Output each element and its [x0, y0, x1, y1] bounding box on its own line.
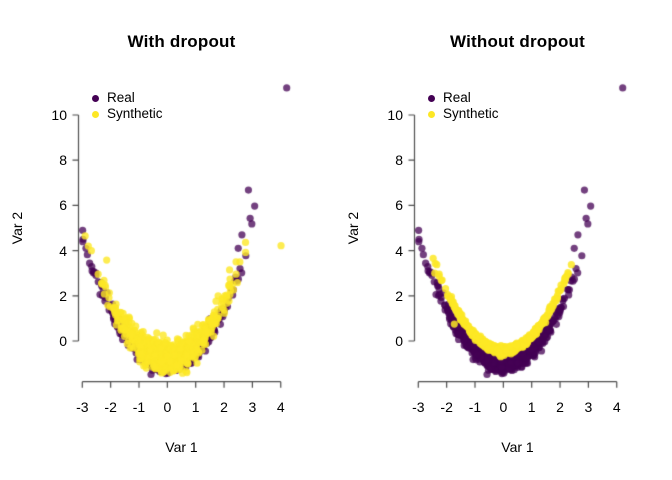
x-tick-label: -3 — [412, 399, 425, 415]
x-tick-label: -1 — [468, 399, 482, 415]
legend-item-real: Real — [428, 90, 499, 106]
x-axis-label: Var 1 — [501, 439, 534, 455]
x-tick-label: -2 — [440, 399, 453, 415]
panel-title: Without dropout — [449, 32, 585, 51]
legend-label-synthetic: Synthetic — [107, 106, 163, 121]
legend-label-real: Real — [443, 90, 471, 105]
y-tick-label: 10 — [387, 107, 403, 123]
x-tick-label: 1 — [191, 399, 200, 415]
legend-item-synthetic: Synthetic — [92, 106, 163, 122]
x-tick-label: -1 — [132, 399, 146, 415]
legend-item-synthetic: Synthetic — [428, 106, 499, 122]
y-tick-label: 0 — [395, 333, 403, 349]
scatter-canvas-without-dropout — [336, 0, 672, 480]
x-tick-label: 4 — [276, 399, 285, 415]
x-tick-label: 2 — [556, 399, 564, 415]
scatter-canvas-with-dropout — [0, 0, 336, 480]
legend-label-synthetic: Synthetic — [443, 106, 499, 121]
x-tick-label: -3 — [76, 399, 89, 415]
y-tick-label: 6 — [395, 197, 403, 214]
y-tick-label: 0 — [59, 333, 67, 349]
x-tick-label: 0 — [163, 399, 172, 415]
y-tick-label: 8 — [395, 152, 403, 169]
panel-title: With dropout — [127, 32, 236, 51]
x-tick-label: 3 — [584, 399, 593, 415]
y-axis-label: Var 2 — [345, 211, 361, 245]
panel-without-dropout: Without dropout Real Synthetic -3 -2 -1 0 1 2… — [336, 0, 672, 480]
legend: Real Synthetic — [92, 90, 163, 122]
legend-dot-real — [92, 94, 99, 102]
y-tick-label: 6 — [59, 197, 67, 214]
x-axis-label: Var 1 — [165, 439, 198, 455]
panel-with-dropout: With dropout Real Synthetic -3 -2 -1 0 1 2 3 4 … — [0, 0, 336, 480]
legend-dot-synthetic — [92, 110, 99, 118]
legend-label-real: Real — [107, 90, 135, 105]
legend-dot-real — [428, 94, 435, 102]
x-tick-label: 0 — [499, 399, 508, 415]
legend-dot-synthetic — [428, 110, 435, 118]
x-tick-label: 2 — [220, 399, 228, 415]
y-tick-label: 4 — [395, 242, 403, 259]
x-tick-label: 1 — [527, 399, 536, 415]
y-tick-label: 2 — [395, 287, 403, 304]
y-axis-label: Var 2 — [9, 211, 25, 245]
y-tick-label: 4 — [59, 242, 67, 259]
y-tick-label: 2 — [59, 287, 67, 304]
y-tick-label: 10 — [51, 107, 67, 123]
legend-item-real: Real — [92, 90, 163, 106]
x-tick-label: 3 — [248, 399, 257, 415]
legend: Real Synthetic — [428, 90, 499, 122]
y-tick-label: 8 — [59, 152, 67, 169]
x-tick-label: 4 — [612, 399, 621, 415]
x-tick-label: -2 — [104, 399, 117, 415]
